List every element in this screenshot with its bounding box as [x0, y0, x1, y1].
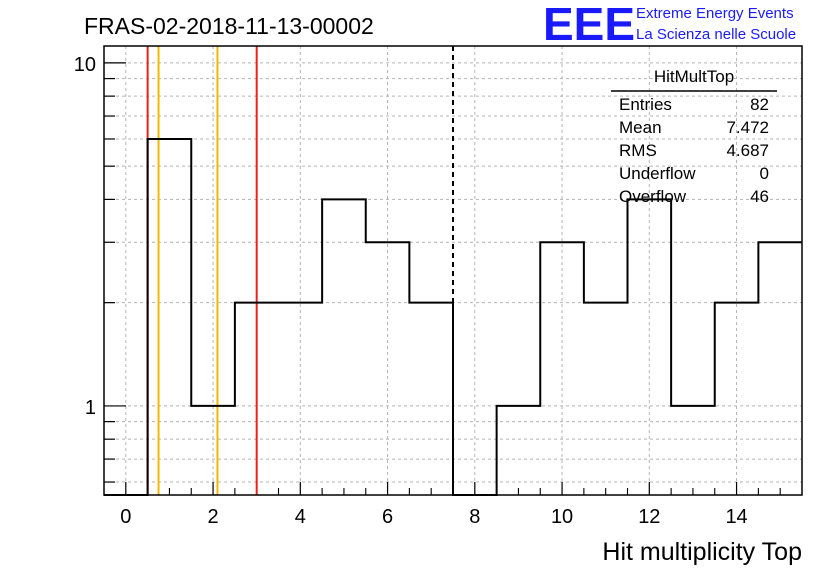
- histogram-bin: [715, 303, 759, 495]
- x-tick-label: 0: [120, 506, 131, 528]
- stats-box: HitMultTop Entries 82 Mean 7.472 RMS 4.6…: [611, 67, 777, 206]
- y-tick-label: 10: [74, 54, 96, 76]
- logo-line-2: La Scienza nelle Scuole: [636, 26, 796, 43]
- y-tick-labels: 1 10: [74, 54, 96, 419]
- histogram-bin: [409, 303, 453, 495]
- histogram-bin: [322, 199, 366, 495]
- x-tick-label: 14: [725, 506, 747, 528]
- histogram-bin: [671, 406, 715, 495]
- histogram-bin: [279, 303, 323, 495]
- histogram-bin: [191, 406, 235, 495]
- x-tick-label: 12: [638, 506, 660, 528]
- stats-label-overflow: Overflow: [619, 187, 687, 206]
- stats-value-rms: 4.687: [726, 141, 769, 160]
- run-title: FRAS-02-2018-11-13-00002: [84, 13, 374, 39]
- x-tick-label: 4: [295, 506, 306, 528]
- x-tick-label: 8: [469, 506, 480, 528]
- logo-letters: EEE: [543, 0, 635, 50]
- stats-label-rms: RMS: [619, 141, 657, 160]
- stats-value-overflow: 46: [750, 187, 769, 206]
- histogram-bin: [148, 139, 192, 495]
- x-tick-label: 6: [382, 506, 393, 528]
- x-tick-labels: 0 2 4 6 8 10 12 14: [120, 506, 747, 528]
- x-tick-label: 10: [551, 506, 573, 528]
- histogram-bin: [628, 199, 672, 495]
- histogram-bin: [497, 406, 541, 495]
- x-tick-label: 2: [208, 506, 219, 528]
- stats-value-entries: 82: [750, 95, 769, 114]
- histogram-bin: [758, 242, 802, 495]
- histogram-bin: [235, 303, 279, 495]
- eee-logo: EEE Extreme Energy Events La Scienza nel…: [543, 0, 796, 50]
- stats-value-mean: 7.472: [726, 118, 769, 137]
- histogram-bin: [540, 242, 584, 495]
- y-tick-label: 1: [85, 397, 96, 419]
- stats-value-underflow: 0: [760, 164, 769, 183]
- x-axis-title: Hit multiplicity Top: [602, 538, 802, 566]
- histogram-bin: [366, 242, 410, 495]
- stats-label-entries: Entries: [619, 95, 672, 114]
- stats-label-mean: Mean: [619, 118, 662, 137]
- logo-line-1: Extreme Energy Events: [636, 5, 794, 22]
- stats-title: HitMultTop: [654, 67, 734, 86]
- histogram-bin: [584, 303, 628, 495]
- plot-frame: [103, 45, 803, 496]
- stats-label-underflow: Underflow: [619, 164, 696, 183]
